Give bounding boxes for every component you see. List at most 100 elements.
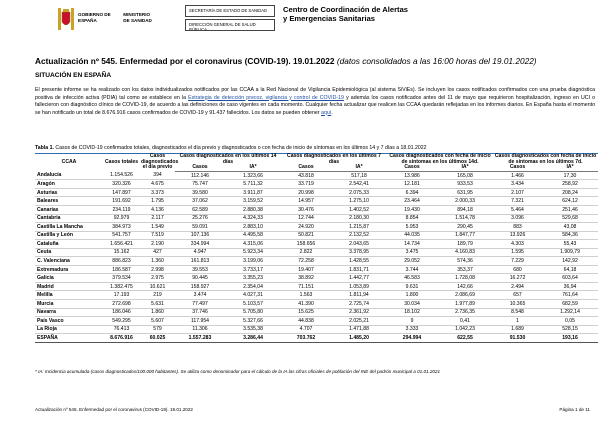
header-row: Casos IA* Casos IA* Casos IA* Casos IA*	[35, 164, 599, 172]
gov-name: GOBIERNO DE ESPAÑA	[78, 12, 111, 23]
crest	[58, 8, 74, 30]
cell: 1.042,23	[437, 325, 494, 335]
cell: 59.091	[175, 222, 225, 232]
cell: 1.831,71	[331, 265, 388, 275]
cell: 584,36	[542, 231, 599, 241]
cell: 3.474	[175, 290, 225, 300]
cell: 186.587	[103, 265, 140, 275]
table-row: País Vasco 549.295 5.607 117.954 5.327,66 44.…	[35, 316, 599, 326]
cell: 1.292,14	[542, 308, 599, 318]
sub-header: IA*	[542, 164, 599, 172]
cell: 1.382.475	[103, 282, 140, 292]
cell: 2.822	[281, 248, 332, 258]
cell: 1.154.526	[103, 171, 140, 181]
title-text: Actualización nº 545. Enfermedad por el …	[35, 56, 335, 66]
cell: 5.711,32	[225, 179, 282, 189]
cell: 394	[140, 171, 175, 181]
cell: 2.880,38	[225, 205, 282, 215]
region-name: País Vasco	[35, 316, 103, 326]
text: El presente informe se ha realizado con …	[35, 87, 595, 101]
region-name: Cantabria	[35, 214, 103, 224]
cell: 7.321	[493, 196, 543, 206]
cell: 379.534	[103, 273, 140, 283]
cell: 3.373	[140, 188, 175, 198]
cell: 75.747	[175, 179, 225, 189]
cell: 19.430	[387, 205, 438, 215]
cell: 19.407	[281, 265, 332, 275]
cell: 579	[140, 325, 175, 335]
region-name: Madrid	[35, 282, 103, 292]
cell: 14.734	[387, 239, 438, 249]
table-row: Madrid 1.382.475 10.621 158.927 2.354,04 71.1…	[35, 282, 599, 292]
cell: 10.621	[140, 282, 175, 292]
title: Actualización nº 545. Enfermedad por el …	[35, 56, 537, 66]
cell: 29.052	[387, 256, 438, 266]
cell: 517,18	[331, 171, 388, 181]
link[interactable]: Estrategia de detección precoz, vigilanc…	[188, 94, 344, 101]
cell: 2.180,30	[331, 214, 388, 224]
cell: 1.402,52	[331, 205, 388, 215]
cell: 2.025,21	[331, 316, 388, 326]
cell: 2.975	[140, 273, 175, 283]
cell: 1.977,89	[437, 299, 494, 309]
cell: 4.495,58	[225, 231, 282, 241]
table-row: Baleares 191.692 1.795 37.062 3.159,52 14.957…	[35, 196, 599, 206]
cell: 1.656.421	[103, 239, 140, 249]
cell: 320.326	[103, 179, 140, 189]
cell: 17,30	[542, 171, 599, 181]
cell: 30.034	[387, 299, 438, 309]
cell: 2.132,52	[331, 231, 388, 241]
cell: 41.390	[281, 299, 332, 309]
region-name: Castilla y León	[35, 231, 103, 241]
cell: 13.986	[387, 171, 438, 181]
cell: 24.920	[281, 222, 332, 232]
cell: 8.676.916	[103, 333, 140, 343]
cell: 4.947	[175, 248, 225, 258]
link[interactable]: aquí	[321, 109, 332, 116]
cell: 92.979	[103, 214, 140, 224]
cell: 883	[493, 222, 543, 232]
cell: 20.998	[281, 188, 332, 198]
table-row: Ceuta 15.162 427 4.947 5.923,34 2.822 3.378,95…	[35, 248, 599, 258]
cell: 7.229	[493, 256, 543, 266]
cell: 71.151	[281, 282, 332, 292]
cell: 334.994	[175, 239, 225, 249]
cell: 384.973	[103, 222, 140, 232]
region-name: Cataluña	[35, 239, 103, 249]
cell: 2.075,33	[331, 188, 388, 198]
cell: 1.811,94	[331, 290, 388, 300]
cell: 1.275,10	[331, 196, 388, 206]
cell: 622,55	[437, 333, 494, 343]
cell: 2.000,33	[437, 196, 494, 206]
cell: 2.043,65	[331, 239, 388, 249]
cell: 4.160,83	[437, 248, 494, 258]
cell: 886.823	[103, 256, 140, 266]
cell: 3.475	[387, 248, 438, 258]
cell: 3.434	[493, 179, 543, 189]
cell: 13.926	[493, 231, 543, 241]
cell: 4.303	[493, 239, 543, 249]
cell: 76.413	[103, 325, 140, 335]
cell: 147.897	[103, 188, 140, 198]
group-header: Casos diagnosticados en los últimos 7 dí…	[281, 153, 388, 166]
region-name: Ceuta	[35, 248, 103, 258]
table-row: Castilla La Mancha 384.973 1.549 59.091 2.88…	[35, 222, 599, 232]
cell: 5.705,80	[225, 308, 282, 318]
group-header: Casos diagnosticados en los últimos 14 d…	[175, 153, 282, 166]
cell: 208,24	[542, 188, 599, 198]
cell: 8.854	[387, 214, 438, 224]
sub-header: IA*	[437, 164, 494, 172]
cell: 5.103,57	[225, 299, 282, 309]
region-name: La Rioja	[35, 325, 103, 335]
cell: 4.324,33	[225, 214, 282, 224]
cell: 1.860	[140, 308, 175, 318]
cell: 272.698	[103, 299, 140, 309]
cell: 1.428,55	[331, 256, 388, 266]
cell: 60.025	[140, 333, 175, 343]
cell: 5.607	[140, 316, 175, 326]
group-header: Casos diagnosticados con fecha de inicio…	[493, 153, 599, 166]
text: .	[331, 109, 333, 116]
cell: 1.215,87	[331, 222, 388, 232]
cell: 44.838	[281, 316, 332, 326]
cell: 2.361,92	[331, 308, 388, 318]
